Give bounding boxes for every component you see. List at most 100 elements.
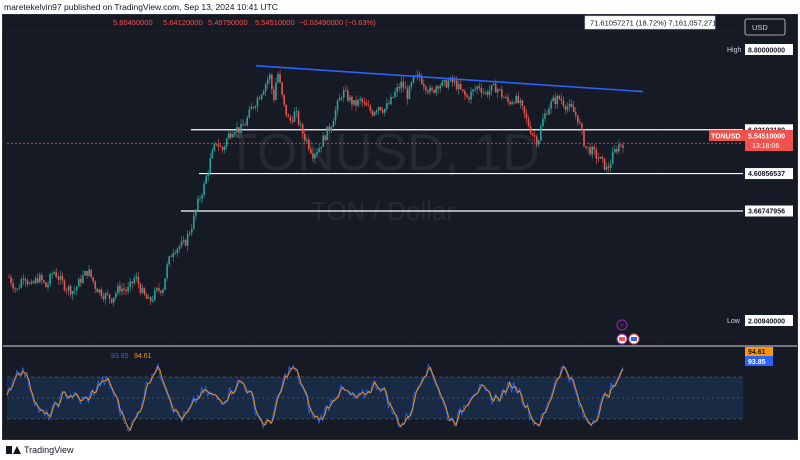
candle-body	[351, 96, 353, 105]
candle-body	[127, 287, 129, 292]
candle-body	[529, 126, 532, 134]
horizontal-levels[interactable]	[181, 129, 743, 212]
candle-body	[322, 135, 324, 147]
candle-body	[227, 133, 230, 139]
candle-body	[82, 275, 84, 283]
candle-body	[498, 89, 501, 90]
candle-body	[441, 81, 444, 86]
candle-body	[425, 86, 427, 91]
candle-body	[34, 278, 37, 284]
candle-body	[542, 118, 544, 127]
publish-line: maretekelvin97 published on TradingView.…	[4, 2, 278, 12]
candles	[8, 69, 624, 307]
candle-body	[262, 91, 265, 95]
candle-body	[589, 147, 591, 155]
candle-body	[509, 101, 511, 105]
level-tag-bg	[745, 124, 793, 136]
candle-body	[209, 158, 212, 173]
candle-body	[264, 83, 267, 92]
candle-body	[459, 83, 462, 90]
candle-body	[279, 74, 281, 83]
candle-body	[579, 122, 581, 124]
candle-body	[135, 276, 138, 279]
candle-body	[402, 81, 405, 88]
candle-body	[470, 91, 472, 100]
candle-body	[256, 98, 259, 107]
candle-body	[605, 166, 608, 170]
ohlc-open: 5.60450000	[113, 18, 153, 27]
candle-body	[24, 279, 27, 281]
candle-body	[213, 143, 216, 151]
candle-body	[515, 95, 518, 104]
candle-body	[277, 74, 279, 83]
candle-body	[232, 134, 234, 138]
oscillator-pane: 93.85 94.61 94.61 93.85	[6, 347, 773, 432]
ohlc-change: −0.03490000 (−0.63%)	[299, 18, 376, 27]
candle-body	[162, 289, 164, 293]
candle-body	[570, 103, 573, 107]
candle-body	[314, 154, 316, 159]
candle-body	[486, 92, 489, 96]
candle-body	[141, 288, 144, 293]
candle-body	[291, 120, 294, 122]
candle-body	[484, 92, 487, 93]
candle-body	[482, 92, 485, 94]
candle-body	[550, 101, 552, 109]
candle-body	[193, 215, 195, 229]
candle-body	[186, 233, 189, 246]
candle-body	[433, 90, 435, 93]
high-value: 8.80000000	[748, 48, 785, 55]
candle-body	[295, 111, 298, 113]
candle-body	[562, 100, 565, 106]
candle-body	[199, 198, 201, 200]
candle-body	[234, 132, 236, 135]
candle-body	[242, 124, 244, 126]
candle-body	[94, 281, 97, 289]
candle-body	[273, 89, 275, 101]
candle-body	[560, 98, 563, 101]
candle-body	[523, 105, 526, 114]
candle-body	[464, 90, 466, 95]
candle-body	[217, 144, 220, 147]
candle-body	[215, 143, 218, 145]
candle-body	[581, 123, 583, 130]
volume-readout-text: 71.61057271 (18.72%) 7,161,057,271	[590, 19, 716, 28]
candle-body	[406, 88, 409, 100]
candle-body	[574, 112, 577, 116]
candle-body	[195, 209, 197, 216]
candle-body	[166, 264, 168, 279]
symbol-label: TONUSD	[711, 134, 740, 141]
candle-body	[45, 282, 47, 288]
candle-body	[147, 297, 150, 299]
candle-body	[75, 286, 78, 291]
event-markers[interactable]: ⚡	[616, 319, 640, 345]
chart-frame[interactable]: TONUSD, 1D TON / Dollar 5.60450000 5.641…	[2, 14, 798, 440]
candle-body	[603, 158, 606, 170]
candle-body	[377, 107, 380, 111]
descending-trendline[interactable]	[255, 64, 644, 93]
candle-body	[303, 133, 306, 141]
candle-body	[16, 288, 19, 290]
candle-body	[205, 176, 207, 184]
candle-body	[591, 146, 593, 155]
candle-body	[480, 87, 483, 93]
candle-body	[114, 293, 117, 298]
candle-body	[223, 146, 226, 151]
candle-body	[63, 280, 66, 291]
candle-body	[595, 149, 598, 159]
currency-button[interactable]: USD	[744, 18, 786, 36]
ohlc-close: 5.54510000	[255, 18, 295, 27]
candle-body	[423, 84, 425, 87]
currency-button-label: USD	[752, 23, 768, 32]
candle-body	[47, 284, 49, 288]
last-price-tag: TONUSD 5.54510000 13:18:06	[709, 130, 793, 151]
candle-body	[558, 96, 561, 99]
candle-body	[453, 80, 456, 83]
candle-body	[474, 89, 476, 90]
candle-body	[373, 112, 376, 116]
candle-body	[386, 103, 388, 109]
price-chart-svg[interactable]: TONUSD, 1D TON / Dollar 5.60450000 5.641…	[3, 15, 797, 439]
candle-body	[43, 280, 45, 283]
candle-body	[236, 127, 238, 133]
candle-body	[184, 240, 187, 246]
